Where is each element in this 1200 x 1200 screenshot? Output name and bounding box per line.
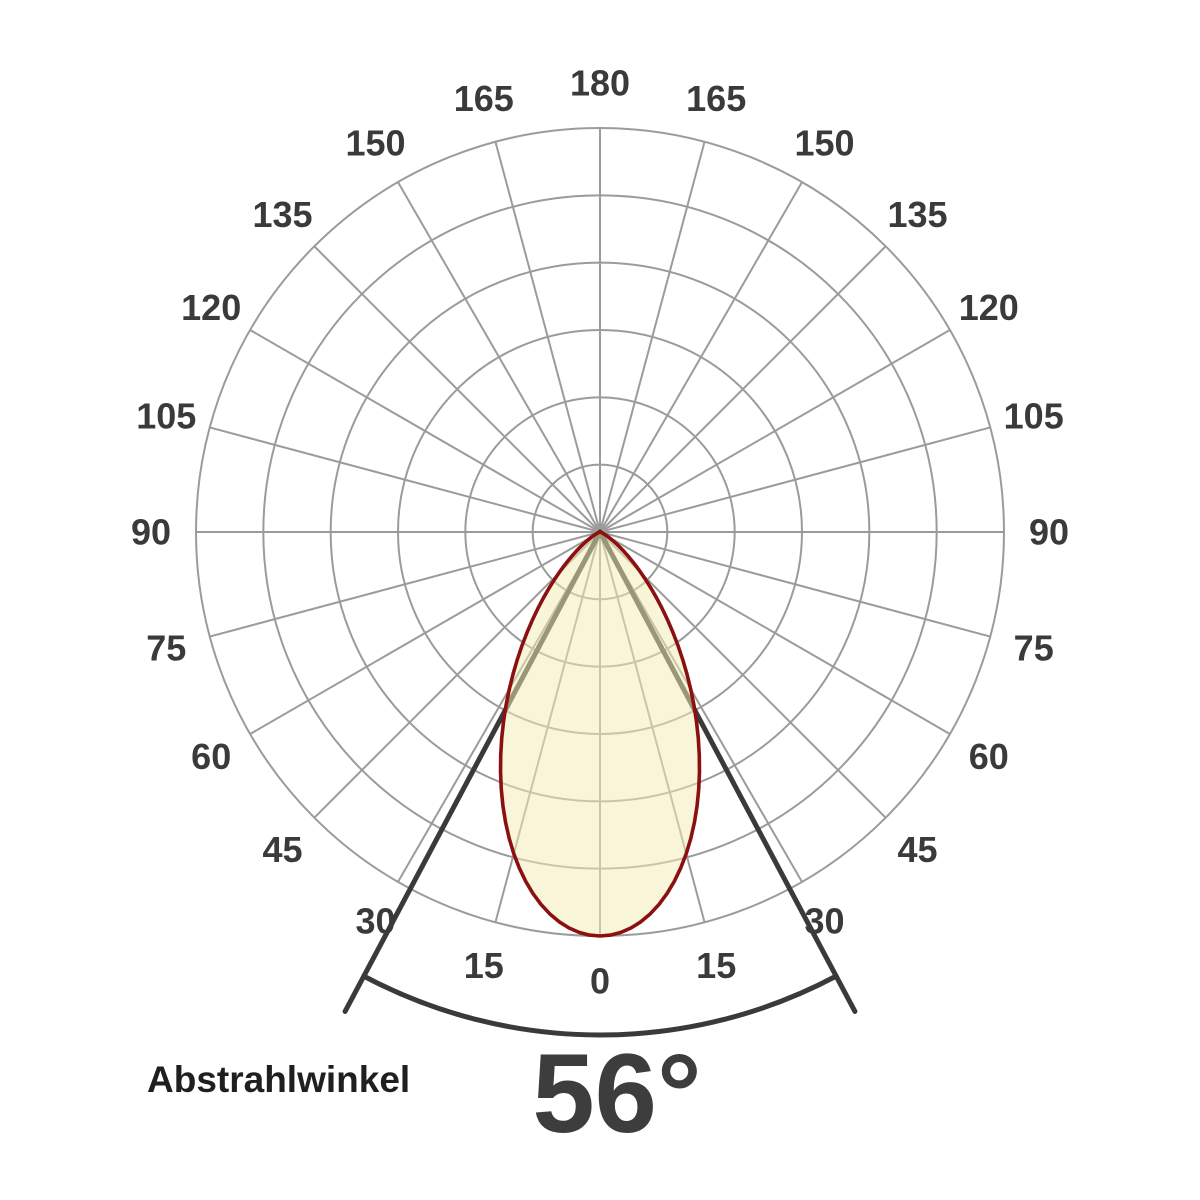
angle-tick-label-30-right: 30 <box>804 900 844 941</box>
angle-tick-label-135-right: 135 <box>887 194 947 235</box>
angle-tick-label-60-left: 60 <box>191 736 231 777</box>
angle-tick-label-90-left: 90 <box>131 512 171 553</box>
angle-tick-label-120-right: 120 <box>959 287 1019 328</box>
angle-tick-label-0: 0 <box>590 961 610 1002</box>
beam-angle-arc <box>361 973 839 1038</box>
angle-tick-label-165-left: 165 <box>454 78 514 119</box>
angle-tick-label-90-right: 90 <box>1029 512 1069 553</box>
angle-tick-label-45-right: 45 <box>897 829 937 870</box>
angle-tick-label-105-right: 105 <box>1004 395 1064 436</box>
angle-tick-label-15-right: 15 <box>696 945 736 986</box>
angle-tick-label-15-left: 15 <box>464 945 504 986</box>
angle-tick-label-120-left: 120 <box>181 287 241 328</box>
angle-tick-label-165-right: 165 <box>686 78 746 119</box>
angle-tick-label-135-left: 135 <box>252 194 312 235</box>
angle-tick-label-150-left: 150 <box>345 123 405 164</box>
beam-lobe <box>498 530 702 938</box>
angle-tick-label-60-right: 60 <box>969 736 1009 777</box>
angle-tick-label-30-left: 30 <box>355 900 395 941</box>
angle-tick-label-75-left: 75 <box>146 628 186 669</box>
angle-tick-label-75-right: 75 <box>1014 628 1054 669</box>
beam-angle-caption-value: 56° <box>532 1031 702 1156</box>
angle-tick-label-45-left: 45 <box>262 829 302 870</box>
angle-tick-label-180: 180 <box>570 63 630 104</box>
angle-tick-label-105-left: 105 <box>136 395 196 436</box>
beam-angle-caption-label: Abstrahlwinkel <box>147 1059 411 1100</box>
angle-tick-label-150-right: 150 <box>794 123 854 164</box>
